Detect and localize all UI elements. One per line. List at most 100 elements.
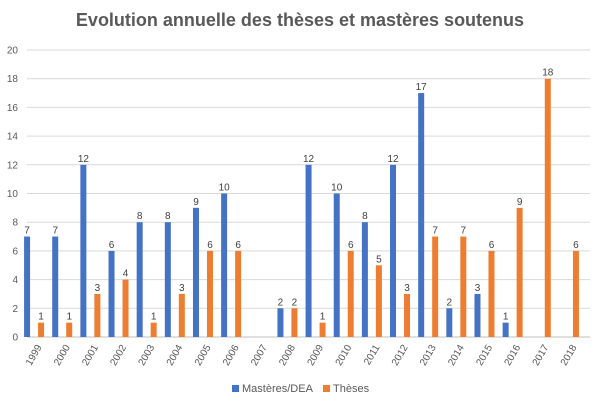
data-label: 1 [38, 312, 44, 323]
x-tick-label: 2009 [306, 343, 327, 368]
data-label: 8 [165, 211, 171, 222]
data-label: 12 [303, 154, 315, 165]
bars [24, 78, 579, 337]
bar-theses [404, 293, 411, 337]
bar-theses [319, 322, 326, 337]
data-label: 9 [517, 197, 523, 208]
bar-masteres [80, 164, 87, 337]
bar-masteres [474, 293, 481, 337]
bar-masteres [192, 207, 199, 337]
x-tick-label: 2007 [249, 343, 270, 368]
legend-label: Mastères/DEA [242, 383, 314, 395]
bar-theses [516, 207, 523, 337]
data-label: 12 [78, 154, 90, 165]
x-axis: 1999 2000 2001 2002 2003 2004 2005 2006 2007 2008… [24, 343, 580, 368]
y-tick-label: 4 [12, 275, 18, 286]
bar-theses [66, 322, 73, 337]
x-tick-label: 2001 [80, 343, 101, 368]
data-label: 1 [151, 312, 157, 323]
x-tick-label: 2017 [531, 343, 552, 368]
data-label: 4 [123, 269, 129, 280]
bar-masteres [221, 193, 228, 337]
data-label: 7 [461, 226, 467, 237]
data-label: 8 [137, 211, 143, 222]
data-label: 6 [348, 240, 354, 251]
y-tick-label: 16 [7, 103, 19, 114]
bar-theses [460, 236, 467, 337]
data-label: 17 [416, 82, 428, 93]
data-label: 3 [404, 283, 410, 294]
data-label: 2 [278, 297, 284, 308]
data-label: 6 [109, 240, 115, 251]
bar-theses [94, 293, 101, 337]
x-tick-label: 2004 [165, 343, 186, 368]
y-tick-label: 6 [12, 246, 18, 257]
y-tick-label: 14 [7, 132, 19, 143]
data-label: 2 [292, 297, 298, 308]
bar-theses [488, 250, 495, 337]
bar-masteres [277, 308, 284, 337]
data-label: 6 [207, 240, 213, 251]
x-tick-label: 2006 [221, 343, 242, 368]
bar-masteres [108, 250, 115, 337]
y-axis: 0 2 4 6 8 10 12 14 16 18 20 [7, 46, 19, 344]
data-label: 10 [331, 183, 343, 194]
data-label: 6 [235, 240, 241, 251]
data-label: 6 [573, 240, 579, 251]
bar-masteres [502, 322, 509, 337]
data-label: 7 [432, 226, 438, 237]
data-label: 6 [489, 240, 495, 251]
data-label: 5 [376, 254, 382, 265]
x-tick-label: 2015 [474, 343, 495, 368]
x-tick-label: 2010 [334, 343, 355, 368]
x-tick-label: 2018 [559, 343, 580, 368]
data-label: 3 [475, 283, 481, 294]
data-label: 9 [193, 197, 199, 208]
x-tick-label: 2005 [193, 343, 214, 368]
data-label: 8 [362, 211, 368, 222]
bar-theses [291, 308, 298, 337]
data-label: 3 [95, 283, 101, 294]
x-tick-label: 2011 [362, 343, 382, 368]
legend-swatch [232, 385, 239, 392]
x-tick-label: 2008 [277, 343, 298, 368]
bar-theses [150, 322, 157, 337]
x-tick-label: 2002 [108, 343, 129, 368]
bar-masteres [24, 236, 31, 337]
data-label: 2 [447, 297, 453, 308]
legend-swatch [323, 385, 330, 392]
x-tick-label: 2003 [137, 343, 158, 368]
bar-theses [572, 250, 579, 337]
y-tick-label: 2 [12, 304, 18, 315]
chart-title: Evolution annuelle des thèses et mastère… [75, 10, 525, 30]
data-label: 7 [52, 226, 58, 237]
bar-theses [375, 265, 382, 337]
data-label: 1 [320, 312, 326, 323]
x-tick-label: 2012 [390, 343, 411, 368]
y-tick-label: 18 [7, 74, 19, 85]
bar-theses [235, 250, 242, 337]
x-tick-label: 2000 [52, 343, 73, 368]
bar-theses [38, 322, 45, 337]
data-label: 18 [542, 68, 554, 79]
y-tick-label: 20 [7, 46, 19, 57]
data-label: 3 [179, 283, 185, 294]
bar-masteres [361, 222, 368, 337]
bar-masteres [136, 222, 143, 337]
legend-label: Thèses [333, 383, 370, 395]
x-tick-label: 2013 [418, 343, 439, 368]
y-tick-label: 8 [12, 218, 18, 229]
y-tick-label: 10 [7, 189, 19, 200]
bar-theses [178, 293, 185, 337]
y-tick-label: 0 [12, 333, 18, 344]
bar-masteres [305, 164, 312, 337]
data-label: 1 [503, 312, 509, 323]
bar-theses [544, 78, 551, 337]
legend: Mastères/DEA Thèses [232, 383, 370, 395]
bar-theses [206, 250, 213, 337]
data-labels: 7 7 12 6 8 8 9 10 2 12 10 8 12 17 2 3 1 1 1 3 4 1 3 6 6 2 1 6 5 3 7 7 6 9… [24, 68, 579, 323]
bar-theses [122, 279, 129, 337]
data-label: 12 [387, 154, 399, 165]
bar-theses [347, 250, 354, 337]
